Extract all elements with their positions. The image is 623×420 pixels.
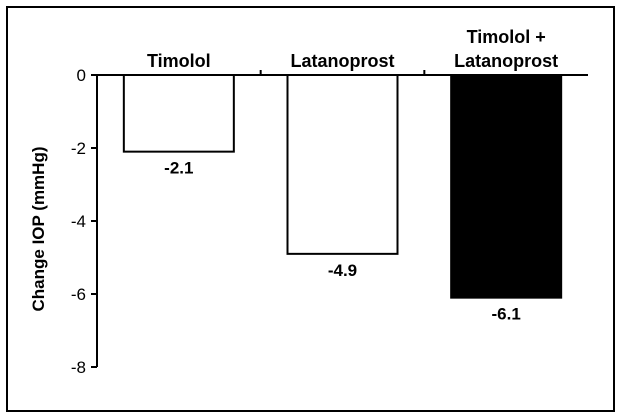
chart-labels: -2.1 -4.9 -6.1 Timolol Latanoprost Timolol + L… [147, 27, 558, 324]
y-tick-label: -2 [71, 139, 86, 158]
bar [450, 74, 563, 299]
bar-value-label: -4.9 [328, 261, 357, 280]
y-tick-label: 0 [77, 66, 86, 85]
y-tick-label: -4 [71, 212, 86, 231]
y-tick-label: -8 [71, 358, 86, 377]
y-tick-label: -6 [71, 285, 86, 304]
bar-value-label: -6.1 [492, 305, 521, 324]
category-label: Timolol + [467, 27, 546, 47]
category-label: Latanoprost [290, 51, 394, 71]
bar [122, 74, 235, 153]
bar-value-label: -2.1 [164, 159, 193, 178]
category-label: Latanoprost [454, 51, 558, 71]
category-label: Timolol [147, 51, 211, 71]
bar [286, 74, 399, 255]
y-axis-label: Change IOP (mmHg) [29, 147, 48, 312]
chart-bars [122, 74, 563, 299]
